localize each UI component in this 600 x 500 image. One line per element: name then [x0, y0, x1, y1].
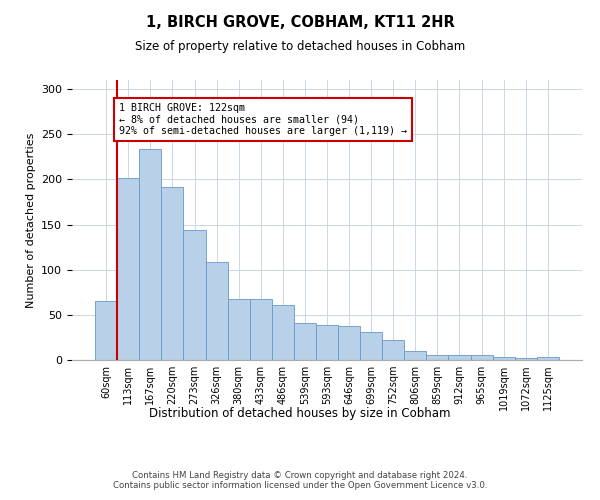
Bar — [404, 351, 427, 360]
Bar — [493, 358, 515, 360]
Text: 1 BIRCH GROVE: 122sqm
← 8% of detached houses are smaller (94)
92% of semi-detac: 1 BIRCH GROVE: 122sqm ← 8% of detached h… — [119, 102, 407, 136]
Bar — [184, 230, 206, 360]
Text: Size of property relative to detached houses in Cobham: Size of property relative to detached ho… — [135, 40, 465, 53]
Text: Distribution of detached houses by size in Cobham: Distribution of detached houses by size … — [149, 408, 451, 420]
Bar — [338, 326, 360, 360]
Bar — [360, 332, 382, 360]
Bar — [117, 178, 139, 360]
Bar — [139, 148, 161, 360]
Bar — [272, 305, 294, 360]
Bar — [316, 325, 338, 360]
Bar — [448, 356, 470, 360]
Text: 1, BIRCH GROVE, COBHAM, KT11 2HR: 1, BIRCH GROVE, COBHAM, KT11 2HR — [146, 15, 454, 30]
Bar — [382, 340, 404, 360]
Bar — [470, 356, 493, 360]
Bar — [515, 358, 537, 360]
Bar — [95, 302, 117, 360]
Y-axis label: Number of detached properties: Number of detached properties — [26, 132, 35, 308]
Bar — [227, 298, 250, 360]
Bar — [206, 262, 227, 360]
Bar — [537, 358, 559, 360]
Bar — [161, 186, 184, 360]
Bar — [294, 323, 316, 360]
Bar — [427, 354, 448, 360]
Bar — [250, 300, 272, 360]
Text: Contains HM Land Registry data © Crown copyright and database right 2024.
Contai: Contains HM Land Registry data © Crown c… — [113, 470, 487, 490]
